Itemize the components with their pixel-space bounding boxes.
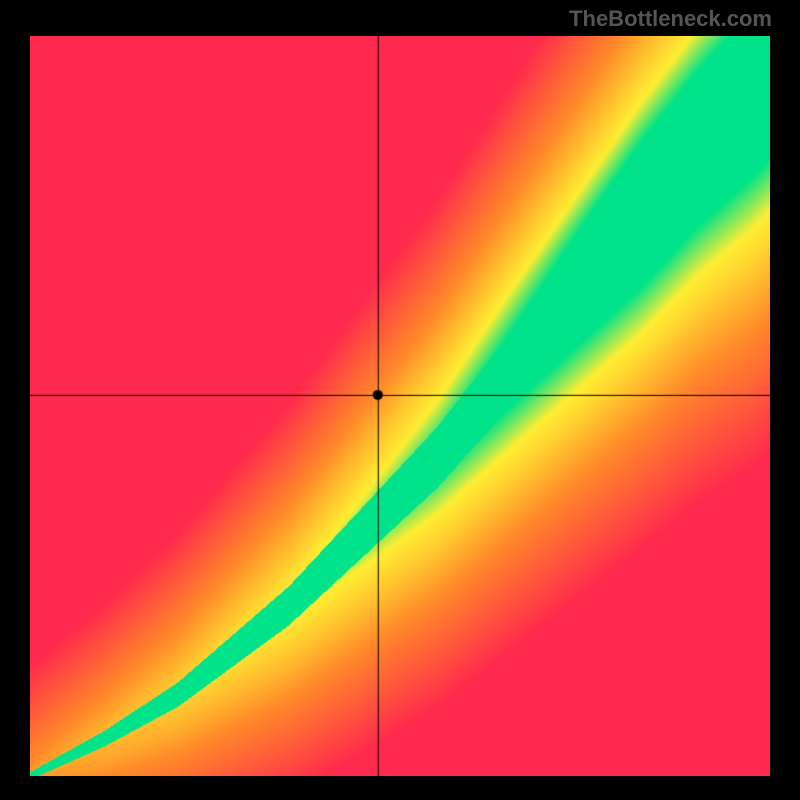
- bottleneck-heatmap-canvas: [30, 36, 770, 776]
- watermark-text: TheBottleneck.com: [569, 6, 772, 32]
- heatmap-plot-area: [30, 36, 770, 776]
- chart-outer-frame: TheBottleneck.com: [0, 0, 800, 800]
